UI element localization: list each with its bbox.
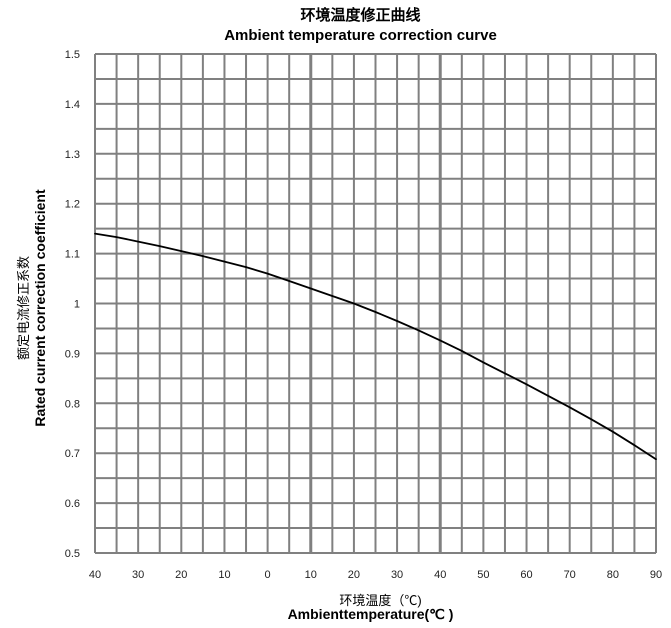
data-point	[288, 280, 290, 282]
data-point	[547, 395, 549, 397]
data-point	[266, 272, 269, 275]
y-tick-label: 1.5	[65, 49, 80, 61]
x-tick-label: 40	[434, 569, 446, 581]
data-point	[396, 320, 398, 322]
x-axis-label-chinese: 环境温度（℃)	[339, 593, 422, 608]
data-point	[202, 255, 204, 257]
x-tick-label: 30	[132, 569, 144, 581]
y-tick-label: 1.2	[65, 199, 80, 211]
data-point	[245, 266, 247, 268]
chart-title: Ambient temperature correction curve	[224, 27, 497, 44]
data-point	[590, 418, 593, 421]
chart-title-chinese: 环境温度修正曲线	[300, 7, 421, 24]
data-point	[137, 240, 139, 243]
x-tick-label: 70	[564, 569, 576, 581]
y-tick-label: 0.5	[65, 548, 80, 560]
y-tick-label: 1.4	[65, 99, 80, 111]
x-tick-label: 10	[218, 569, 230, 581]
y-tick-label: 0.6	[65, 498, 80, 510]
data-point	[568, 406, 571, 409]
data-point	[94, 232, 96, 235]
data-point	[180, 250, 183, 252]
data-point	[374, 311, 377, 313]
data-point	[482, 361, 485, 364]
x-tick-label: 30	[391, 569, 403, 581]
data-point	[439, 339, 442, 342]
x-tick-label: 90	[650, 569, 662, 581]
data-point	[633, 444, 636, 447]
y-tick-label: 1.1	[65, 249, 80, 261]
y-tick-label: 0.7	[65, 448, 80, 460]
data-point	[461, 350, 463, 352]
x-tick-label: 40	[89, 569, 101, 581]
x-tick-label: 0	[265, 569, 271, 581]
x-tick-label: 20	[175, 569, 187, 581]
data-point	[115, 236, 118, 238]
x-tick-label: 60	[520, 569, 532, 581]
y-tick-label: 0.9	[65, 348, 80, 360]
data-point	[417, 329, 420, 332]
y-tick-label: 0.8	[65, 398, 80, 410]
data-point	[655, 458, 657, 460]
data-point	[612, 430, 614, 433]
data-point	[223, 260, 226, 263]
x-tick-label: 20	[348, 569, 360, 581]
data-point	[353, 302, 355, 305]
data-point	[504, 372, 506, 375]
x-tick-label: 50	[477, 569, 489, 581]
x-tick-label: 10	[305, 569, 317, 581]
x-tick-label: 80	[607, 569, 619, 581]
y-tick-label: 1.3	[65, 149, 80, 161]
data-point	[309, 287, 312, 290]
data-point	[331, 295, 334, 297]
x-axis-label: Ambienttemperature(℃ )	[287, 606, 454, 622]
data-point	[158, 245, 161, 247]
y-tick-label: 1	[74, 299, 80, 311]
data-point	[525, 383, 528, 386]
